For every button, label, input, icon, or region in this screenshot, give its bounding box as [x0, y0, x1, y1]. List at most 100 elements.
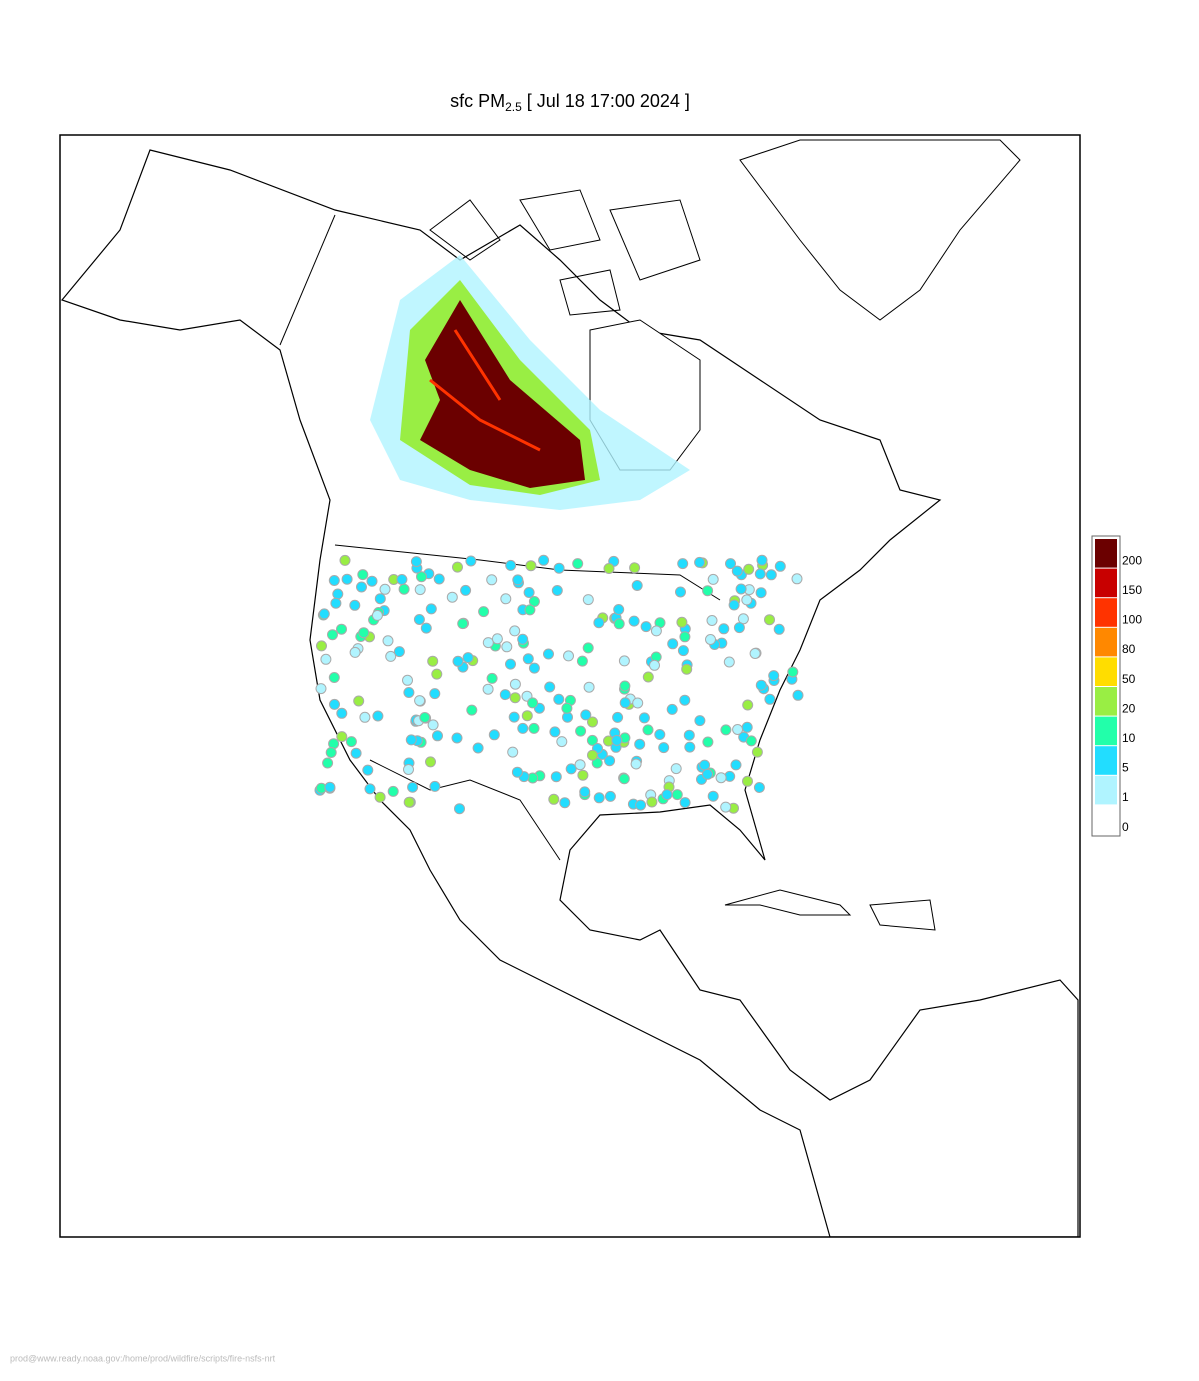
monitor-dot: [332, 588, 344, 600]
monitor-dot: [619, 680, 631, 692]
monitor-dot: [505, 658, 516, 670]
monitor-dot: [631, 580, 643, 591]
monitor-dot: [646, 796, 658, 808]
monitor-dot: [604, 755, 616, 767]
monitor-dot: [618, 773, 630, 785]
monitor-dot: [561, 702, 573, 714]
monitor-dot: [577, 769, 589, 781]
monitor-dot: [694, 715, 706, 727]
monitor-dot: [587, 716, 598, 728]
monitor-dot: [329, 698, 340, 710]
monitor-dot: [460, 584, 472, 596]
monitor-dot: [705, 634, 716, 645]
monitor-dot: [416, 571, 427, 583]
monitor-dot: [315, 683, 327, 695]
monitor-dot: [563, 650, 574, 662]
monitor-dot: [353, 695, 365, 707]
monitor-dot: [465, 555, 477, 567]
monitor-dot: [336, 707, 348, 719]
monitor-dot: [574, 759, 586, 771]
monitor-dot: [683, 729, 695, 741]
monitor-dot: [328, 672, 340, 683]
monitor-dot: [791, 573, 803, 585]
monitor-dot: [414, 695, 426, 707]
monitor-dot: [457, 618, 469, 630]
monitor-dot: [509, 625, 521, 637]
monitor-dot: [715, 772, 727, 784]
monitor-dot: [679, 631, 691, 643]
monitor-dot: [764, 614, 775, 626]
monitor-dot: [702, 585, 714, 597]
monitor-dot: [374, 593, 386, 605]
monitor-dot: [618, 655, 630, 667]
monitor-dot: [730, 759, 742, 771]
monitor-dot: [544, 681, 556, 693]
monitor-dot: [491, 633, 503, 645]
monitor-dot: [419, 712, 431, 723]
legend-frame: [1091, 535, 1121, 837]
title-suffix: [ Jul 18 17:00 2024 ]: [527, 91, 690, 111]
monitor-dot: [499, 689, 511, 701]
monitor-dot: [787, 666, 799, 678]
monitor-dot: [509, 692, 521, 704]
monitor-dot: [357, 569, 369, 581]
monitor-dot: [427, 719, 439, 731]
monitor-dot: [509, 678, 521, 690]
monitor-dot: [707, 790, 719, 802]
monitor-dot: [604, 790, 616, 802]
monitor-dot: [666, 703, 678, 715]
legend-swatch: [1095, 598, 1117, 627]
legend-label: 1: [1122, 790, 1129, 804]
monitor-dot: [707, 573, 719, 585]
monitor-dot: [556, 736, 568, 748]
monitor-dot: [611, 734, 623, 746]
monitor-dot: [587, 749, 598, 761]
title-prefix: sfc PM: [450, 91, 505, 111]
monitor-dot: [432, 730, 443, 742]
monitor-dot: [462, 652, 474, 664]
monitor-dot: [764, 693, 776, 705]
monitor-dot: [478, 606, 490, 618]
monitor-dot: [507, 746, 519, 758]
monitor-dot: [330, 597, 342, 609]
monitor-dot: [632, 697, 644, 709]
monitor-dot: [720, 801, 732, 813]
monitor-dot: [742, 699, 754, 711]
legend-swatch: [1095, 539, 1117, 568]
monitor-dot: [385, 650, 397, 662]
monitor-dot: [753, 782, 765, 793]
monitor-dot: [350, 747, 362, 759]
monitor-dot: [508, 711, 520, 723]
legend-label: 10: [1122, 731, 1136, 745]
monitor-dot: [774, 560, 786, 572]
monitor-dot: [706, 615, 718, 626]
monitor-dot: [612, 711, 624, 723]
monitor-dot: [792, 689, 804, 701]
monitor-dot: [349, 599, 361, 611]
monitor-dot: [393, 646, 405, 658]
monitor-dot: [654, 729, 666, 740]
monitor-dot: [677, 558, 689, 570]
monitor-dot: [452, 655, 464, 667]
monitor-dot: [396, 574, 408, 585]
monitor-dot: [466, 704, 478, 716]
monitor-dot: [742, 775, 753, 787]
monitor-dot: [586, 734, 598, 746]
monitor-dot: [410, 556, 422, 568]
monitor-dot: [372, 710, 384, 722]
monitor-dot: [324, 781, 336, 793]
monitor-dot: [582, 642, 594, 654]
monitor-dot: [551, 585, 563, 596]
monitor-dot: [451, 732, 463, 744]
monitor-dot: [505, 559, 517, 571]
monitor-dot: [425, 756, 436, 768]
monitor-dot: [603, 563, 615, 574]
arctic-islands: [429, 189, 701, 316]
monitor-dot: [642, 671, 654, 683]
cuba: [724, 889, 936, 931]
monitor-dot: [420, 622, 432, 634]
monitor-dot: [374, 791, 386, 803]
monitor-dot: [720, 724, 732, 736]
